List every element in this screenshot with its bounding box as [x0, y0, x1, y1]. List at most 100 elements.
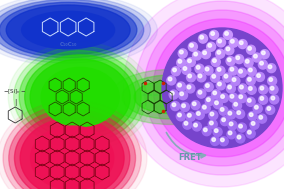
- Circle shape: [204, 128, 207, 132]
- Circle shape: [170, 91, 174, 95]
- Circle shape: [246, 76, 255, 85]
- Circle shape: [210, 121, 213, 125]
- Circle shape: [248, 77, 251, 81]
- Circle shape: [257, 74, 260, 77]
- Circle shape: [178, 83, 181, 87]
- Circle shape: [238, 94, 247, 103]
- Circle shape: [226, 47, 230, 51]
- Circle shape: [216, 66, 225, 75]
- Circle shape: [251, 122, 255, 125]
- Circle shape: [207, 42, 216, 51]
- Circle shape: [248, 130, 251, 134]
- Ellipse shape: [14, 46, 147, 148]
- Circle shape: [258, 60, 268, 69]
- Circle shape: [169, 90, 178, 99]
- Circle shape: [177, 58, 186, 67]
- Circle shape: [267, 107, 271, 110]
- Circle shape: [215, 101, 218, 105]
- Circle shape: [205, 67, 209, 71]
- Ellipse shape: [25, 55, 135, 139]
- Circle shape: [268, 65, 272, 69]
- Circle shape: [225, 32, 228, 35]
- Circle shape: [226, 57, 235, 66]
- Circle shape: [248, 99, 251, 102]
- Circle shape: [236, 109, 245, 119]
- Circle shape: [195, 64, 204, 73]
- Circle shape: [196, 66, 200, 69]
- Circle shape: [260, 50, 269, 59]
- Circle shape: [227, 130, 236, 139]
- Circle shape: [203, 51, 206, 55]
- Ellipse shape: [0, 100, 147, 189]
- Circle shape: [259, 95, 268, 104]
- Circle shape: [228, 131, 232, 135]
- Circle shape: [262, 51, 265, 55]
- Circle shape: [227, 110, 236, 119]
- Ellipse shape: [30, 59, 130, 135]
- Circle shape: [208, 44, 212, 47]
- Circle shape: [210, 136, 220, 146]
- Circle shape: [239, 70, 242, 73]
- Circle shape: [249, 113, 253, 116]
- Circle shape: [267, 64, 276, 73]
- Circle shape: [216, 81, 225, 90]
- Circle shape: [214, 129, 218, 132]
- Ellipse shape: [8, 42, 152, 152]
- Circle shape: [171, 67, 180, 76]
- Text: C₁₀C₁₀: C₁₀C₁₀: [59, 42, 77, 46]
- Circle shape: [186, 112, 195, 121]
- Circle shape: [200, 36, 203, 39]
- Circle shape: [168, 77, 172, 81]
- Circle shape: [218, 39, 222, 43]
- Circle shape: [176, 112, 185, 121]
- Text: $-\left[\mathrm{Si}\right]_n-$: $-\left[\mathrm{Si}\right]_n-$: [3, 88, 27, 96]
- Circle shape: [182, 65, 191, 74]
- Ellipse shape: [3, 105, 141, 189]
- Circle shape: [248, 68, 252, 72]
- Ellipse shape: [31, 126, 114, 189]
- Circle shape: [224, 74, 228, 78]
- Circle shape: [216, 38, 225, 47]
- Circle shape: [229, 66, 238, 75]
- Ellipse shape: [110, 70, 230, 125]
- Circle shape: [135, 1, 284, 175]
- Circle shape: [213, 59, 216, 62]
- Circle shape: [219, 106, 228, 115]
- Circle shape: [194, 123, 197, 127]
- Circle shape: [225, 46, 234, 55]
- Circle shape: [238, 84, 247, 93]
- Circle shape: [260, 61, 263, 65]
- Circle shape: [204, 82, 213, 91]
- Circle shape: [186, 84, 195, 93]
- Circle shape: [230, 94, 234, 98]
- Circle shape: [269, 78, 273, 81]
- Circle shape: [187, 85, 191, 89]
- Circle shape: [259, 85, 268, 94]
- Circle shape: [193, 102, 196, 106]
- Circle shape: [179, 50, 183, 54]
- Circle shape: [212, 90, 221, 99]
- Circle shape: [210, 112, 214, 116]
- Circle shape: [268, 76, 277, 85]
- Circle shape: [197, 89, 206, 98]
- Circle shape: [219, 137, 228, 146]
- Circle shape: [258, 114, 267, 123]
- Circle shape: [239, 124, 242, 128]
- Circle shape: [233, 101, 241, 110]
- Circle shape: [201, 50, 210, 59]
- Circle shape: [247, 67, 256, 76]
- Ellipse shape: [9, 109, 135, 189]
- Circle shape: [202, 105, 206, 109]
- FancyArrowPatch shape: [166, 132, 205, 158]
- Circle shape: [252, 53, 261, 62]
- Circle shape: [248, 112, 257, 120]
- Ellipse shape: [134, 81, 206, 114]
- Ellipse shape: [0, 0, 144, 60]
- Circle shape: [239, 41, 243, 45]
- Circle shape: [188, 42, 197, 51]
- Circle shape: [227, 58, 231, 62]
- Circle shape: [253, 104, 262, 113]
- Circle shape: [197, 112, 200, 115]
- Ellipse shape: [41, 67, 119, 127]
- Circle shape: [188, 74, 191, 78]
